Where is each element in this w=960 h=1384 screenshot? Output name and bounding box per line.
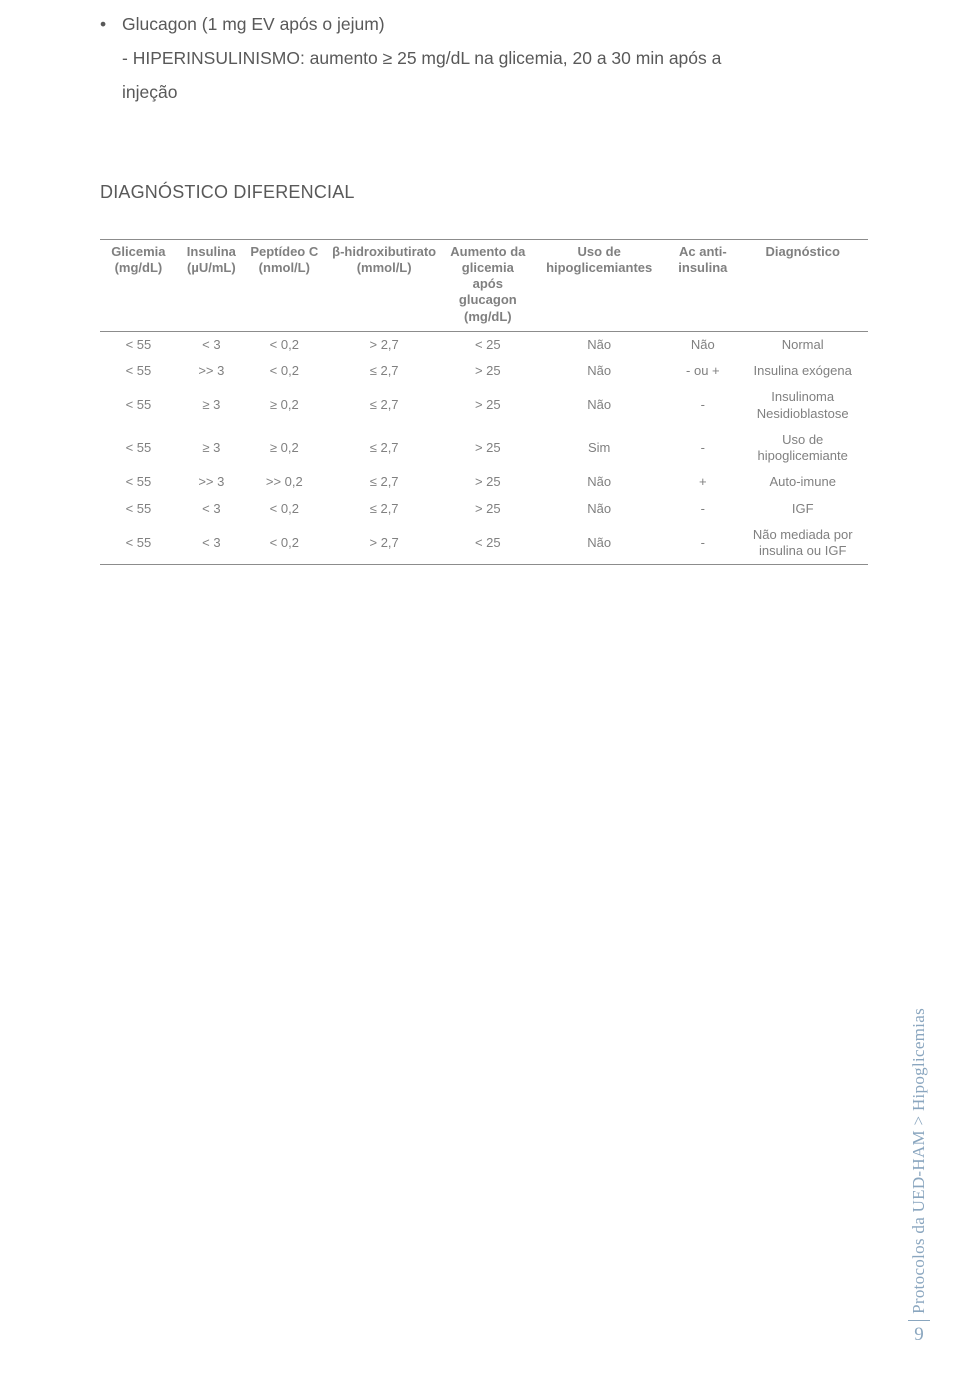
table-header-cell: Glicemia (mg/dL) bbox=[100, 239, 177, 331]
table-cell: < 55 bbox=[100, 496, 177, 522]
table-cell: - bbox=[668, 427, 737, 470]
table-cell: < 0,2 bbox=[246, 331, 323, 358]
bullet-text-2: - HIPERINSULINISMO: aumento ≥ 25 mg/dL n… bbox=[100, 41, 868, 75]
table-cell: > 25 bbox=[446, 469, 530, 495]
page-number: 9 bbox=[914, 1324, 924, 1346]
table-cell: > 25 bbox=[446, 427, 530, 470]
table-cell: - bbox=[668, 496, 737, 522]
table-cell: < 55 bbox=[100, 522, 177, 565]
table-cell: Uso de hipoglicemiante bbox=[737, 427, 868, 470]
table-cell: < 3 bbox=[177, 496, 246, 522]
table-cell: < 55 bbox=[100, 331, 177, 358]
page: • Glucagon (1 mg EV após o jejum) - HIPE… bbox=[0, 0, 960, 1384]
bullet-icon: • bbox=[100, 8, 122, 41]
table-header-cell: Insulina (µU/mL) bbox=[177, 239, 246, 331]
table-cell: Não bbox=[530, 358, 668, 384]
table-row: < 55< 3< 0,2≤ 2,7> 25Não-IGF bbox=[100, 496, 868, 522]
table-cell: ≥ 0,2 bbox=[246, 427, 323, 470]
table-cell: ≥ 3 bbox=[177, 427, 246, 470]
side-label-underline bbox=[908, 1320, 930, 1321]
table-cell: Não bbox=[530, 496, 668, 522]
table-cell: >> 3 bbox=[177, 358, 246, 384]
table-cell: ≤ 2,7 bbox=[323, 427, 446, 470]
table-cell: > 25 bbox=[446, 496, 530, 522]
table-cell: Não bbox=[530, 522, 668, 565]
table-cell: ≥ 0,2 bbox=[246, 384, 323, 427]
bullet-text-1: Glucagon (1 mg EV após o jejum) bbox=[122, 8, 385, 41]
bullet-line-1: • Glucagon (1 mg EV após o jejum) bbox=[100, 8, 868, 41]
table-cell: > 25 bbox=[446, 384, 530, 427]
table-cell: - bbox=[668, 522, 737, 565]
table-cell: - ou + bbox=[668, 358, 737, 384]
table-cell: > 2,7 bbox=[323, 522, 446, 565]
section-title: DIAGNÓSTICO DIFERENCIAL bbox=[100, 182, 868, 203]
table-cell: Auto-imune bbox=[737, 469, 868, 495]
table-header-cell: Uso de hipoglicemiantes bbox=[530, 239, 668, 331]
bullet-block: • Glucagon (1 mg EV após o jejum) - HIPE… bbox=[100, 8, 868, 110]
table-cell: < 55 bbox=[100, 427, 177, 470]
table-row: < 55< 3< 0,2> 2,7< 25Não-Não mediada por… bbox=[100, 522, 868, 565]
table-header-row: Glicemia (mg/dL)Insulina (µU/mL)Peptídeo… bbox=[100, 239, 868, 331]
table-cell: Não bbox=[668, 331, 737, 358]
table-cell: < 25 bbox=[446, 331, 530, 358]
table-header-cell: Ac anti-insulina bbox=[668, 239, 737, 331]
table-cell: Não bbox=[530, 469, 668, 495]
table-cell: IGF bbox=[737, 496, 868, 522]
table-cell: ≤ 2,7 bbox=[323, 358, 446, 384]
table-cell: < 3 bbox=[177, 331, 246, 358]
table-header-cell: Peptídeo C (nmol/L) bbox=[246, 239, 323, 331]
table-cell: ≤ 2,7 bbox=[323, 496, 446, 522]
table-cell: Sim bbox=[530, 427, 668, 470]
table-cell: Insulina exógena bbox=[737, 358, 868, 384]
table-cell: Normal bbox=[737, 331, 868, 358]
table-cell: ≤ 2,7 bbox=[323, 469, 446, 495]
side-label: Protocolos da UED-HAM > Hipoglicemias 9 bbox=[908, 1008, 930, 1346]
table-cell: Não mediada por insulina ou IGF bbox=[737, 522, 868, 565]
table-cell: < 55 bbox=[100, 384, 177, 427]
table-cell: < 0,2 bbox=[246, 496, 323, 522]
table-cell: Não bbox=[530, 331, 668, 358]
table-cell: < 0,2 bbox=[246, 522, 323, 565]
table-header-cell: Aumento da glicemia após glucagon (mg/dL… bbox=[446, 239, 530, 331]
side-label-text: Protocolos da UED-HAM > Hipoglicemias bbox=[909, 1008, 929, 1314]
table-cell: < 3 bbox=[177, 522, 246, 565]
table-row: < 55≥ 3≥ 0,2≤ 2,7> 25Sim-Uso de hipoglic… bbox=[100, 427, 868, 470]
table-cell: > 2,7 bbox=[323, 331, 446, 358]
table-cell: < 0,2 bbox=[246, 358, 323, 384]
table-cell: >> 0,2 bbox=[246, 469, 323, 495]
diagnostic-table: Glicemia (mg/dL)Insulina (µU/mL)Peptídeo… bbox=[100, 239, 868, 566]
table-cell: >> 3 bbox=[177, 469, 246, 495]
table-cell: > 25 bbox=[446, 358, 530, 384]
table-cell: Não bbox=[530, 384, 668, 427]
table-cell: - bbox=[668, 384, 737, 427]
table-header-cell: Diagnóstico bbox=[737, 239, 868, 331]
table-header-cell: β-hidroxibutirato (mmol/L) bbox=[323, 239, 446, 331]
table-cell: < 55 bbox=[100, 358, 177, 384]
table-row: < 55>> 3< 0,2≤ 2,7> 25Não- ou +Insulina … bbox=[100, 358, 868, 384]
table-row: < 55≥ 3≥ 0,2≤ 2,7> 25Não-Insulinoma Nesi… bbox=[100, 384, 868, 427]
table-cell: Insulinoma Nesidioblastose bbox=[737, 384, 868, 427]
table-cell: < 25 bbox=[446, 522, 530, 565]
table-cell: ≥ 3 bbox=[177, 384, 246, 427]
table-cell: ≤ 2,7 bbox=[323, 384, 446, 427]
table-cell: < 55 bbox=[100, 469, 177, 495]
table-row: < 55< 3< 0,2> 2,7< 25NãoNãoNormal bbox=[100, 331, 868, 358]
bullet-text-3: injeção bbox=[100, 75, 868, 109]
table-row: < 55>> 3>> 0,2≤ 2,7> 25Não+Auto-imune bbox=[100, 469, 868, 495]
table-cell: + bbox=[668, 469, 737, 495]
